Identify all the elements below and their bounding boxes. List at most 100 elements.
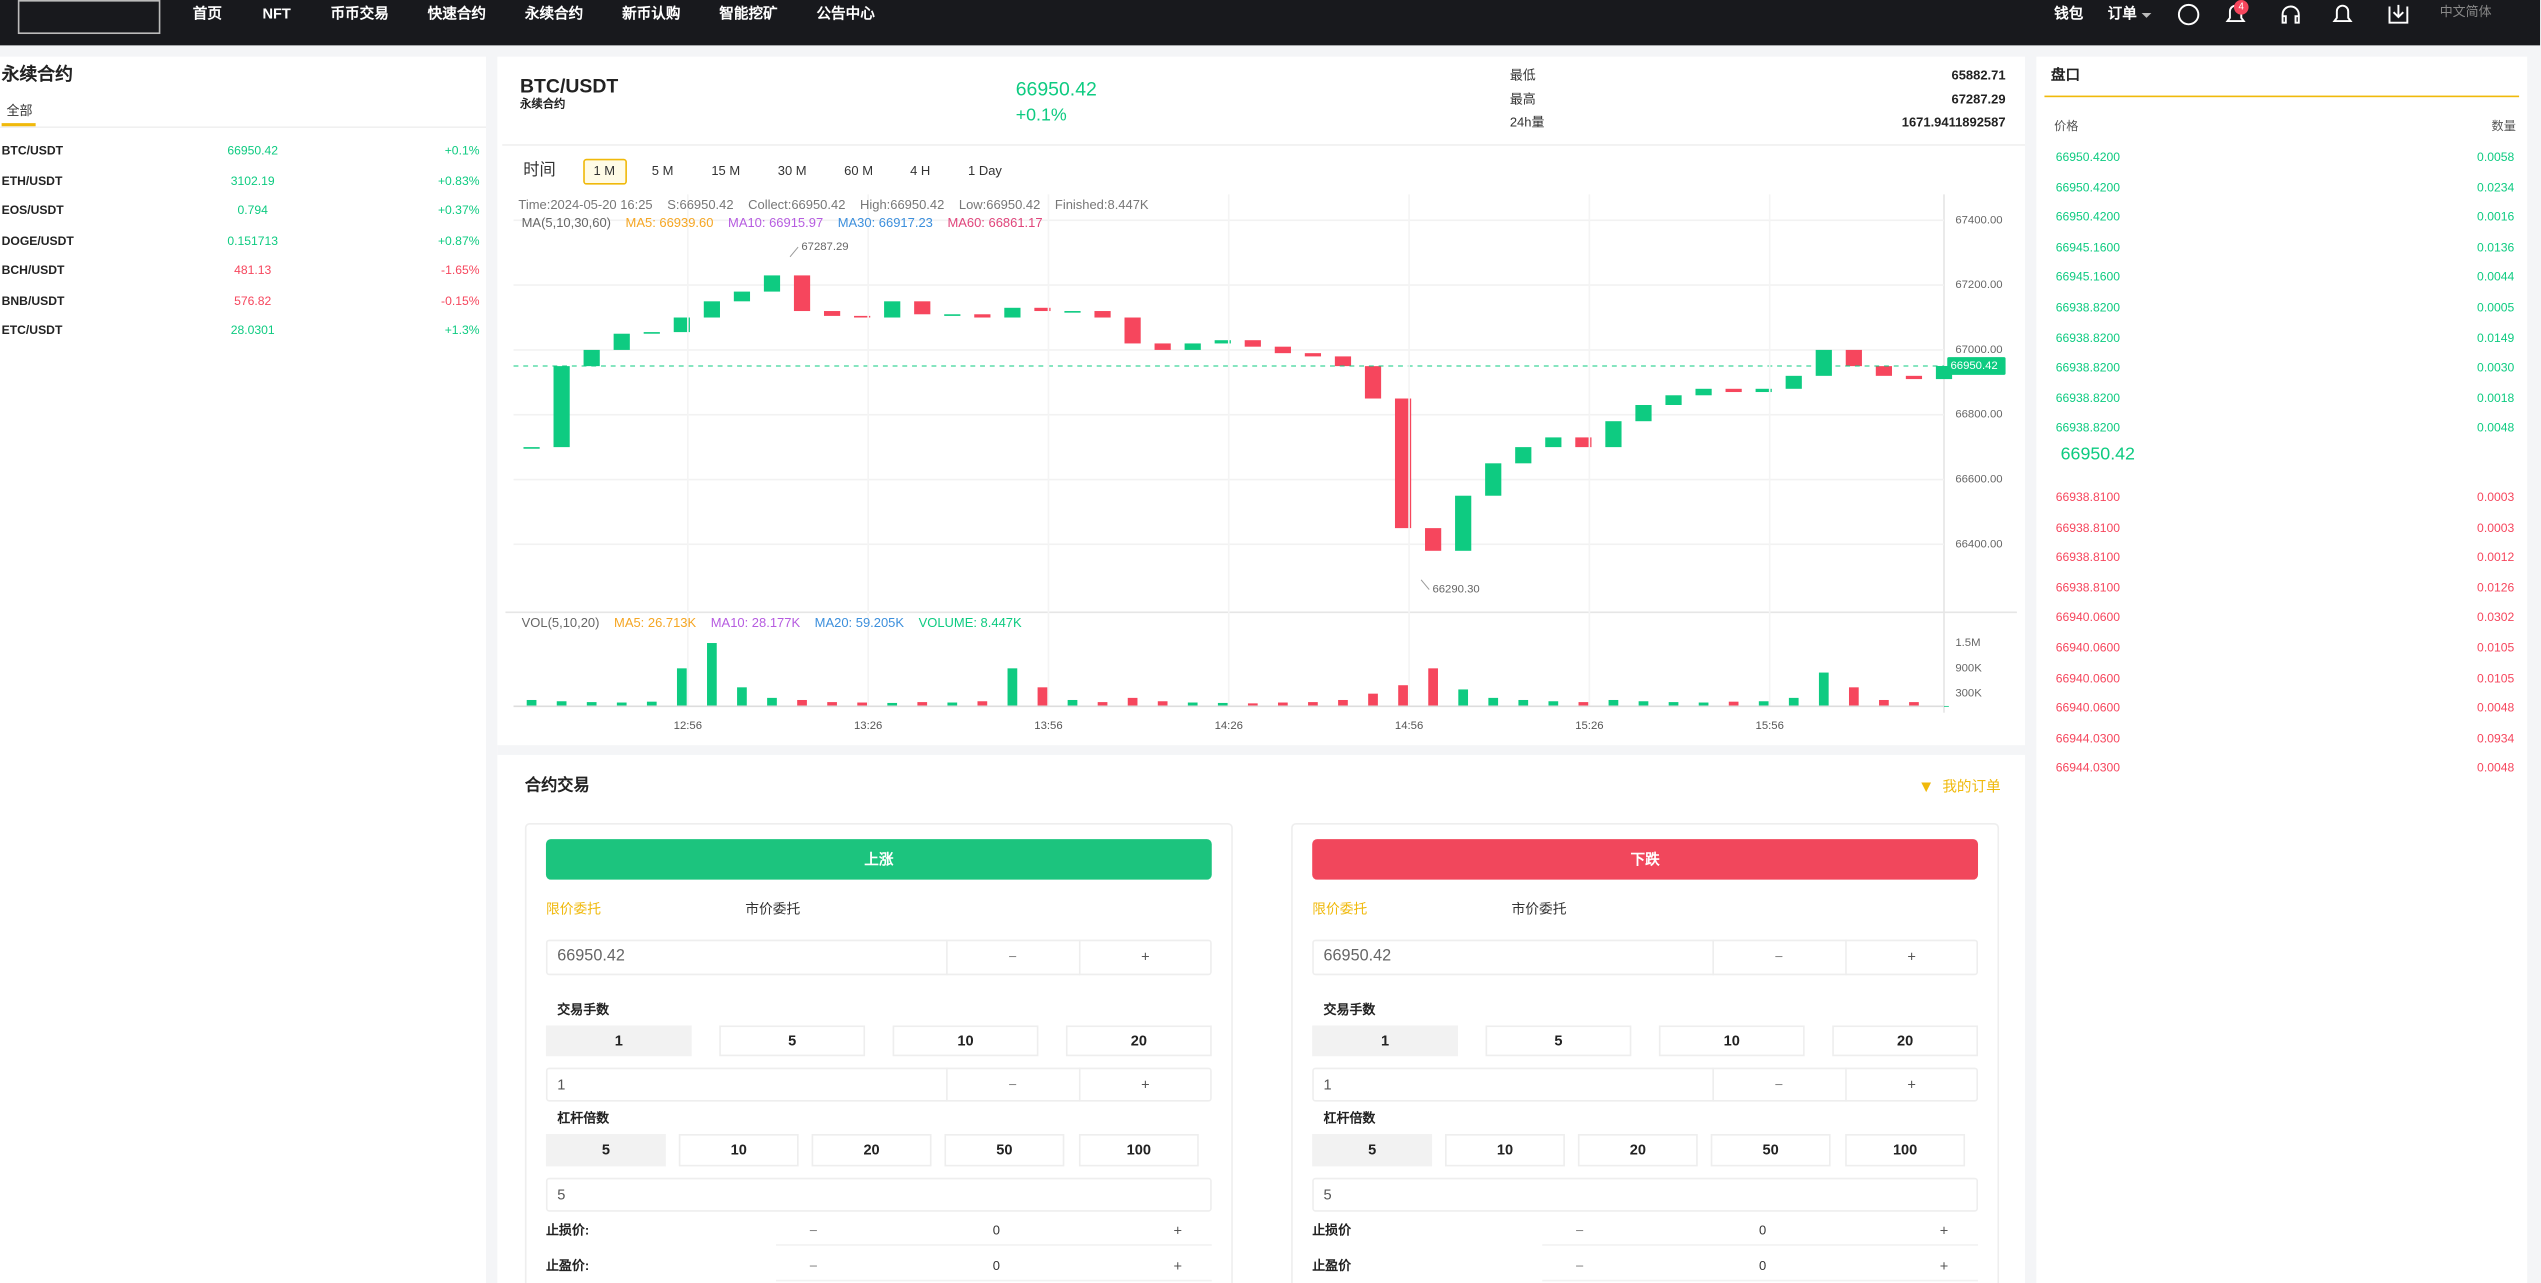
interval[interactable]: 30 M [777,163,807,179]
interval[interactable]: 60 M [844,163,874,179]
lot-button[interactable] [1312,1025,1458,1057]
my-orders[interactable]: 我的订单 [1942,778,2001,795]
ask-price[interactable]: 66938.8100 [2055,580,2120,595]
plus[interactable]: + [1939,1257,1949,1275]
bid-price[interactable]: 66938.8200 [2055,330,2120,345]
ask-price[interactable]: 66944.0300 [2055,760,2120,776]
plus[interactable]: + [1141,948,1150,965]
order-tab[interactable]: 市价委托 [745,900,801,917]
nav-item[interactable]: 钱包 [2054,5,2084,22]
stepper[interactable] [1542,1217,1979,1246]
input[interactable] [1312,1067,1979,1102]
lot-button[interactable] [892,1025,1039,1057]
market-symbol[interactable]: ETC/USDT [1,322,63,338]
interval[interactable]: 4 H [910,163,931,179]
interval[interactable]: 1 Day [968,163,1002,179]
ask-price[interactable]: 66944.0300 [2055,730,2120,746]
leverage-button[interactable] [1078,1134,1199,1167]
nav-item[interactable]: 公告中心 [816,5,875,22]
bid-price[interactable]: 66938.8200 [2055,300,2120,315]
support-icon[interactable] [2281,5,2300,24]
minus[interactable]: − [1008,1075,1017,1092]
ask-price[interactable]: 66938.8100 [2055,489,2120,505]
leverage-button[interactable] [944,1134,1065,1167]
interval-selected[interactable] [583,158,627,185]
ask-price[interactable]: 66940.0600 [2055,610,2120,625]
plus[interactable]: + [1907,1075,1916,1092]
nav-item[interactable]: 快速合约 [427,5,487,22]
minus[interactable]: − [1575,1222,1584,1239]
input[interactable] [545,1177,1212,1212]
ask-price[interactable]: 66940.0600 [2055,640,2120,655]
plus[interactable]: + [1939,1222,1949,1239]
nav-item[interactable]: 币币交易 [330,5,389,22]
order-tab[interactable]: 限价委托 [545,900,602,917]
market-symbol[interactable]: BNB/USDT [1,292,65,308]
leverage-button[interactable] [1445,1134,1565,1167]
interval[interactable]: 5 M [651,163,674,179]
minus[interactable]: − [808,1222,818,1239]
input[interactable] [1312,1177,1979,1212]
user-icon[interactable] [2177,3,2200,26]
action-label[interactable]: 上涨 [864,850,894,867]
bid-price[interactable]: 66945.1600 [2055,269,2120,285]
lot-button[interactable] [1658,1025,1805,1057]
interval[interactable]: 1 M [593,163,616,179]
ask-price[interactable]: 66940.0600 [2055,700,2120,716]
plus[interactable]: + [1173,1222,1183,1239]
plus[interactable]: + [1141,1075,1150,1092]
minus[interactable]: − [808,1257,818,1275]
stepper[interactable] [775,1217,1212,1246]
interval[interactable]: 15 M [711,163,741,179]
nav-item[interactable]: 首页 [192,5,222,22]
market-symbol[interactable]: BTC/USDT [1,142,64,158]
leverage-button[interactable] [545,1134,666,1167]
lot-button[interactable] [545,1025,692,1057]
bid-price[interactable]: 66945.1600 [2055,239,2120,255]
leverage-button[interactable] [678,1134,799,1167]
order-tab[interactable]: 限价委托 [1312,900,1368,917]
order-tab[interactable]: 市价委托 [1511,900,1567,917]
lot-button[interactable] [719,1025,866,1057]
stepper[interactable] [775,1252,1212,1282]
bell-icon[interactable] [2332,4,2353,23]
nav-item[interactable]: NFT [262,5,291,22]
input[interactable] [1312,939,1979,976]
bid-price[interactable]: 66950.4200 [2055,149,2120,165]
leverage-button[interactable] [1710,1134,1831,1167]
leverage-button[interactable] [1577,1134,1698,1167]
nav-item[interactable]: 智能挖矿 [719,5,778,22]
nav-item[interactable]: 新币认购 [622,5,681,22]
minus[interactable]: − [1575,1257,1584,1275]
minus[interactable]: − [1774,1075,1784,1092]
bid-price[interactable]: 66950.4200 [2055,209,2120,225]
bid-price[interactable]: 66938.8200 [2055,420,2120,436]
action-button[interactable] [545,839,1212,880]
ask-price[interactable]: 66940.0600 [2055,670,2120,686]
market-symbol[interactable]: DOGE/USDT [1,232,74,248]
language[interactable]: 中文简体 [2439,4,2492,20]
leverage-button[interactable] [1312,1134,1433,1167]
minus[interactable]: − [1774,948,1784,965]
market-symbol[interactable]: EOS/USDT [1,202,64,218]
action-button[interactable] [1312,839,1979,880]
nav-item[interactable]: 订单 [2107,5,2137,22]
market-symbol[interactable]: ETH/USDT [1,172,63,188]
input[interactable] [545,1067,1212,1102]
plus[interactable]: + [1907,948,1916,965]
stepper[interactable] [1542,1252,1979,1282]
minus[interactable]: − [1008,948,1017,965]
bid-price[interactable]: 66938.8200 [2055,390,2120,406]
ask-price[interactable]: 66938.8100 [2055,549,2120,565]
lot-button[interactable] [1485,1025,1632,1057]
logo[interactable] [17,0,161,35]
ask-price[interactable]: 66938.8100 [2055,519,2120,535]
bid-price[interactable]: 66950.4200 [2055,179,2120,195]
bid-price[interactable]: 66938.8200 [2055,360,2120,375]
plus[interactable]: + [1173,1257,1183,1275]
download-icon[interactable] [2388,4,2409,24]
market-symbol[interactable]: BCH/USDT [1,262,65,278]
leverage-button[interactable] [1845,1134,1966,1167]
input[interactable] [545,939,1212,976]
tab[interactable]: 全部 [6,103,33,119]
